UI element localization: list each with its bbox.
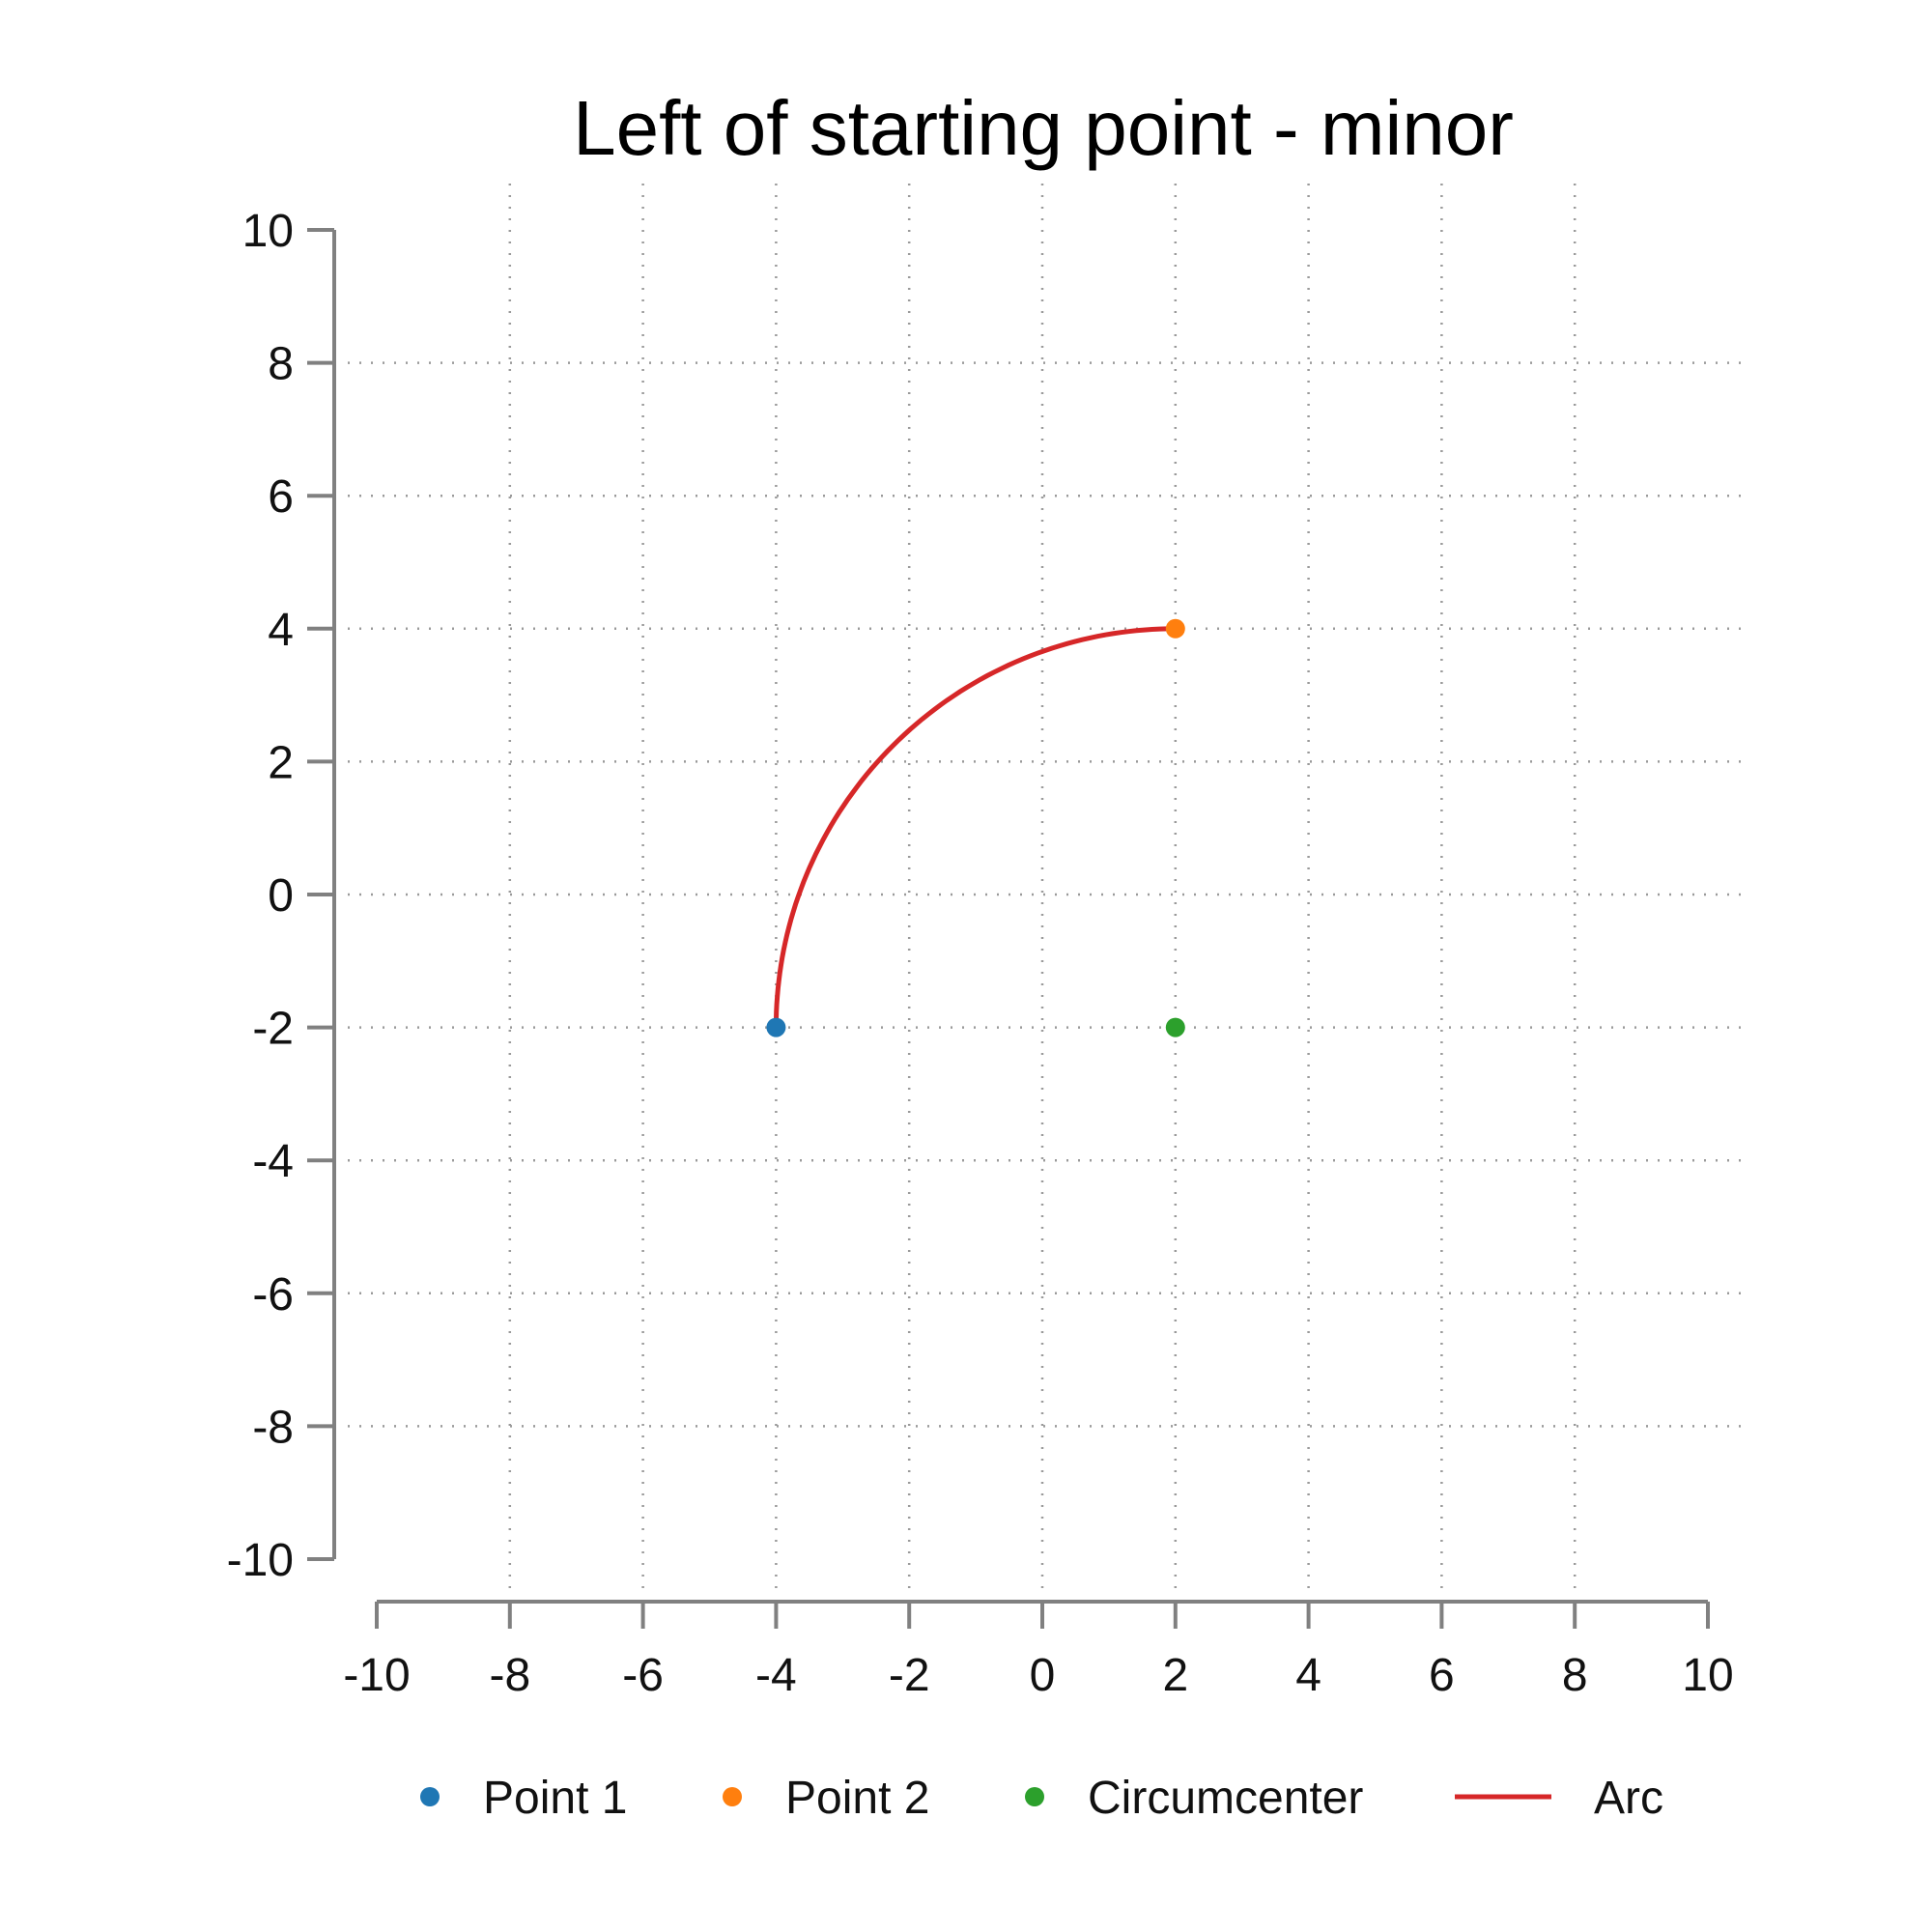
x-tick-label: -6 [622,1650,664,1701]
point-1-point [766,1017,786,1037]
legend-marker-point-2 [723,1787,742,1806]
y-tick-label: -4 [252,1136,294,1187]
x-tick-label: -2 [889,1650,930,1701]
x-tick-label: -8 [489,1650,530,1701]
grid [348,184,1750,1592]
x-tick-label: -4 [755,1650,797,1701]
y-tick-label: -8 [252,1402,294,1453]
arc-line [773,626,1179,1031]
y-tick-label: 6 [268,471,294,523]
legend: Point 1 Point 2 Circumcenter Arc [420,1773,1663,1824]
y-tick-label: 8 [268,339,294,390]
legend-marker-point-1 [420,1787,440,1806]
plot-area [766,618,1185,1037]
x-tick-label: 6 [1429,1650,1455,1701]
y-tick-label: -2 [252,1004,294,1055]
x-tick-label: 4 [1295,1650,1321,1701]
legend-label-circumcenter: Circumcenter [1088,1773,1363,1824]
axes: -10 -8 -6 -4 -2 0 2 4 6 8 10 -10 -8 -6 -4 -2 0 2 4 6 8 10 [227,206,1734,1701]
y-tick-label: 10 [242,206,294,257]
x-tick-label: -10 [343,1650,410,1701]
y-tick-label: -6 [252,1269,294,1321]
y-tick-label: 2 [268,737,294,788]
x-tick-label: 8 [1562,1650,1588,1701]
circumcenter-point [1165,1017,1185,1037]
legend-label-point-1: Point 1 [483,1773,627,1824]
point-2-point [1165,618,1185,639]
y-tick-label: -10 [227,1535,294,1586]
legend-marker-circumcenter [1025,1787,1044,1806]
x-tick-label: 10 [1682,1650,1733,1701]
x-tick-label: 2 [1162,1650,1188,1701]
y-tick-label: 0 [268,870,294,922]
y-tick-label: 4 [268,605,294,656]
x-tick-label: 0 [1030,1650,1056,1701]
legend-label-arc: Arc [1594,1773,1663,1824]
legend-label-point-2: Point 2 [785,1773,929,1824]
chart-title: Left of starting point - minor [573,85,1514,171]
